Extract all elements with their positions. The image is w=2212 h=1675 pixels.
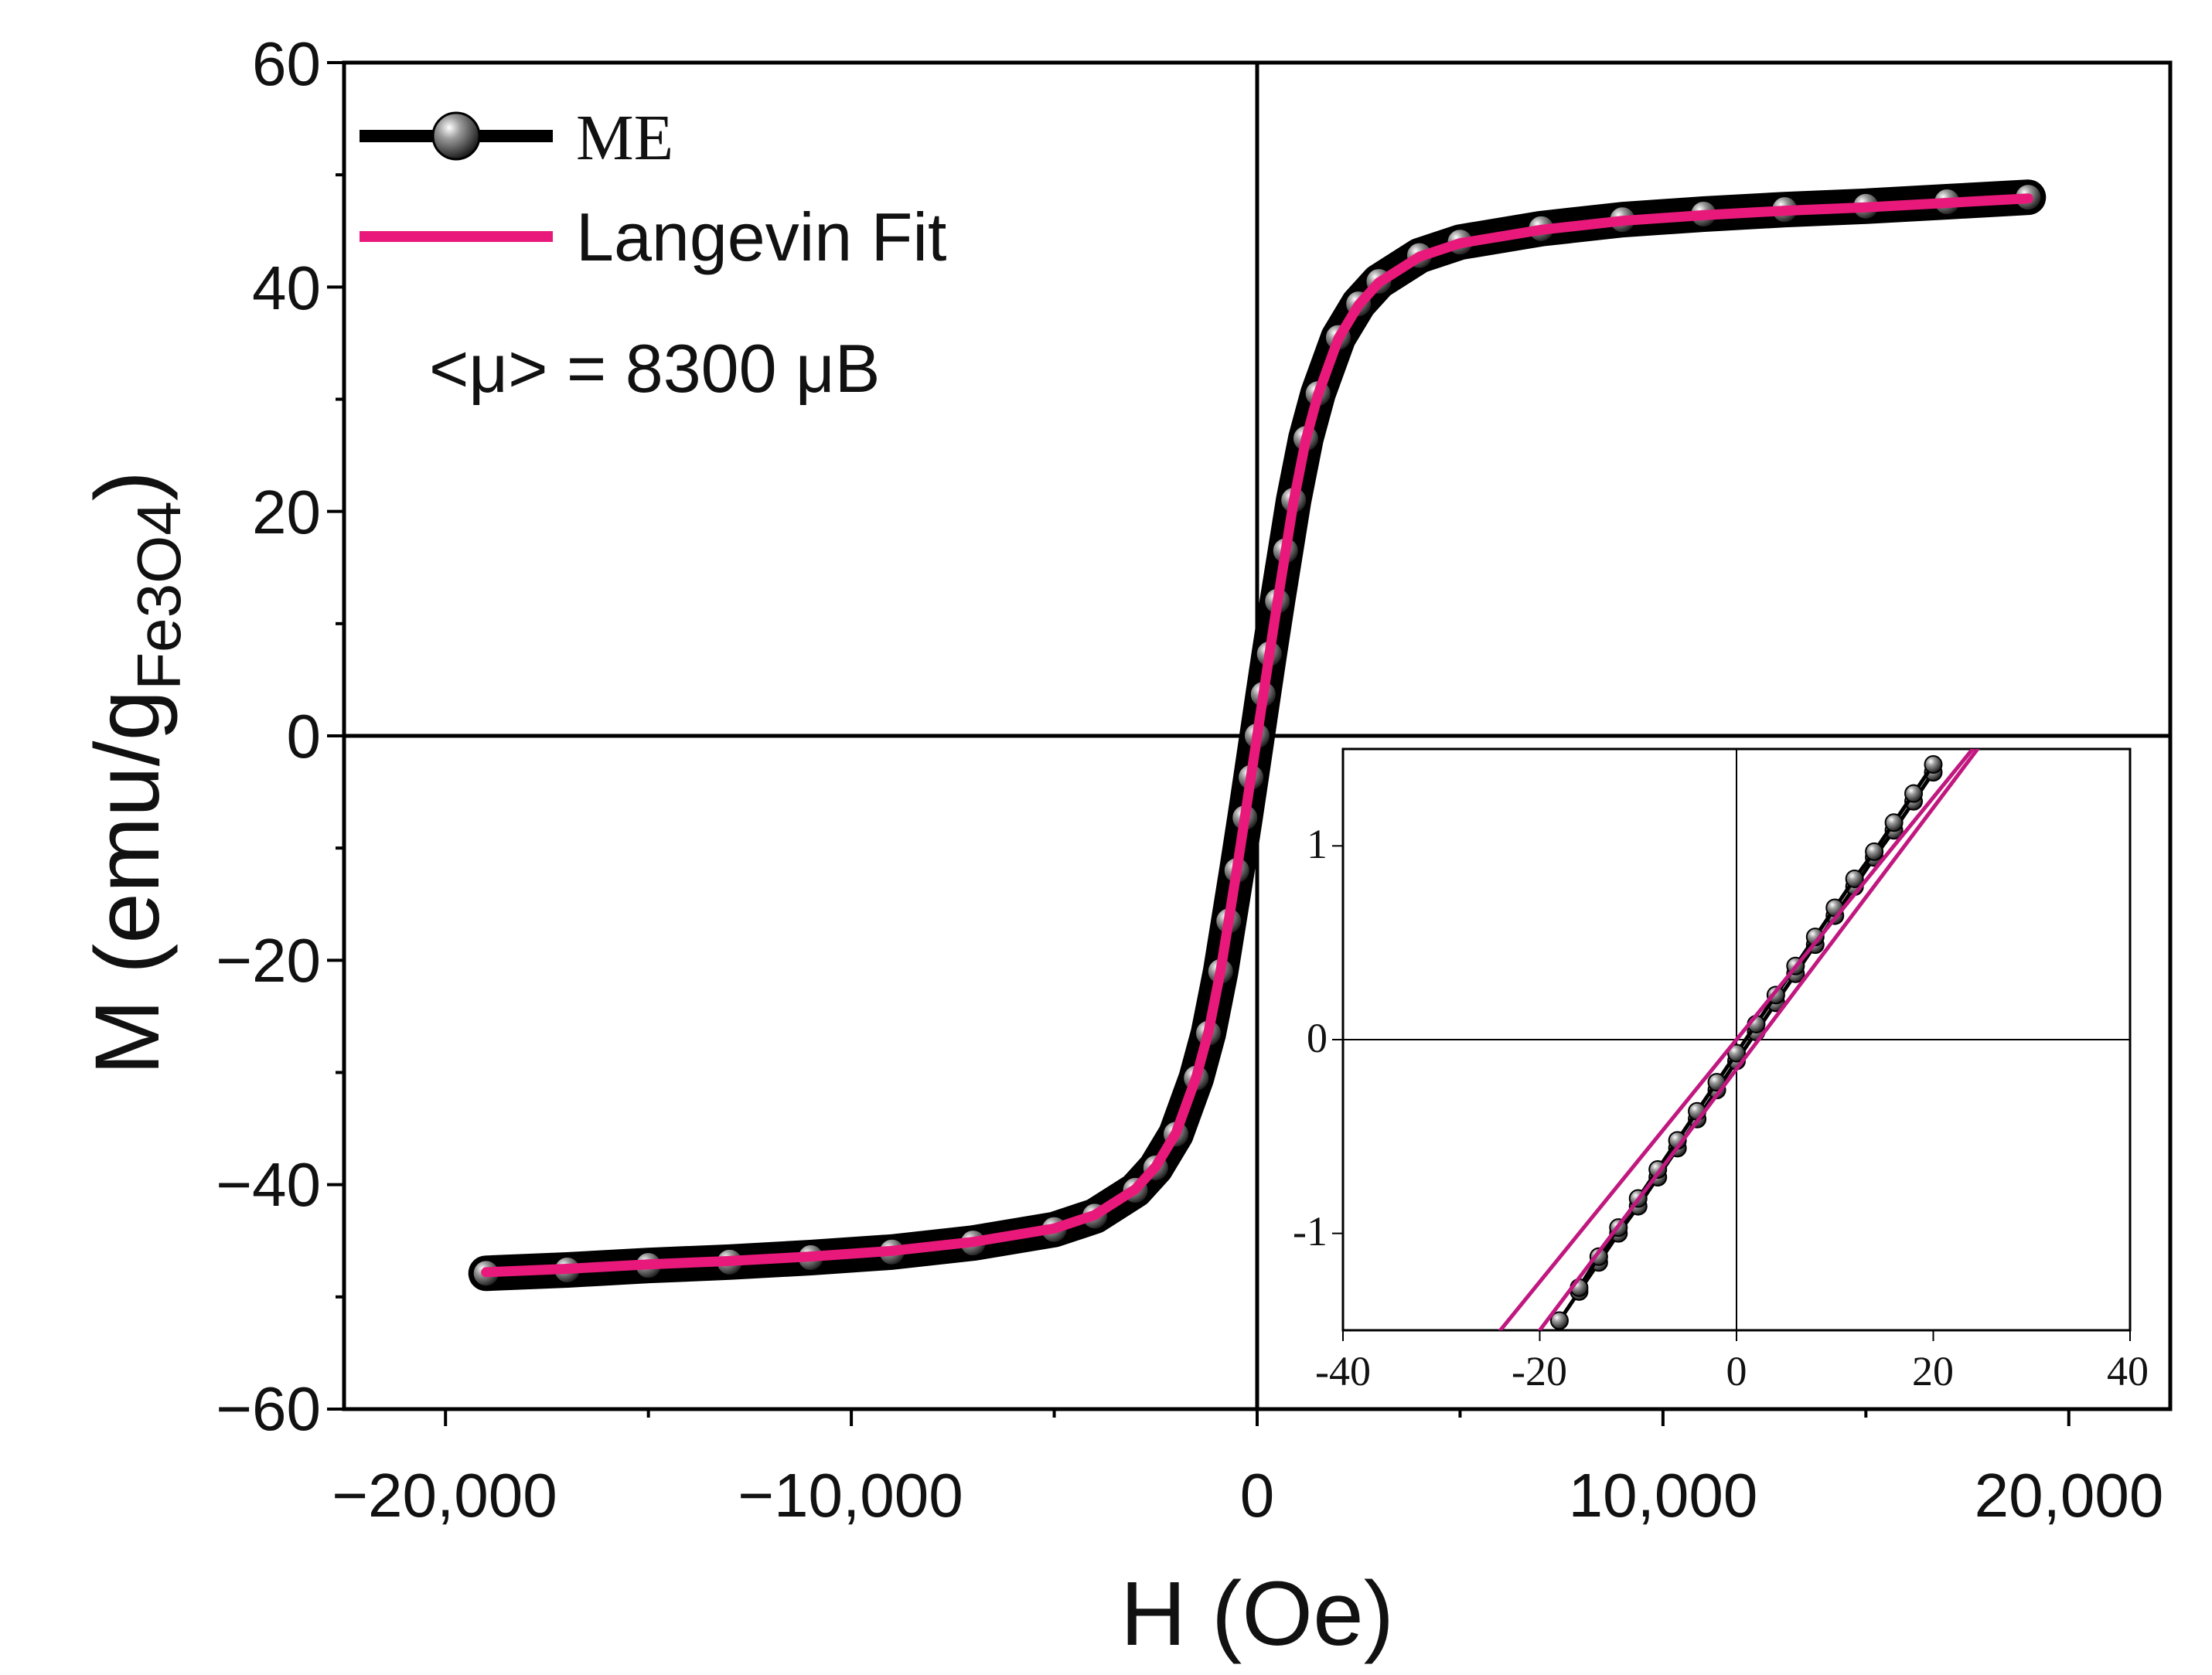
series-line-langevin-fit-return — [1538, 749, 1980, 1330]
inset-axis-ticks — [1332, 845, 2131, 1341]
inset-x-tick-labels: -40 -20 0 20 40 — [1315, 1348, 2149, 1394]
y-tick-label: −40 — [216, 1150, 321, 1219]
y-tick-label: −20 — [216, 926, 321, 995]
y-axis-title-close: ) — [77, 471, 179, 501]
y-axis-title-subscript: Fe3O4 — [124, 501, 193, 690]
inset-x-tick-label: -20 — [1512, 1348, 1567, 1394]
data-point-me-return-branch — [1589, 1247, 1608, 1266]
main-axis-ticks — [327, 61, 2071, 1426]
data-point-me-return-branch — [1924, 755, 1943, 775]
moment-annotation: <μ> = 8300 μB — [429, 330, 880, 407]
series-line-langevin-fit — [1498, 749, 1975, 1330]
data-point-me-return-branch — [1884, 813, 1904, 832]
data-point-me-return-branch — [1904, 784, 1924, 803]
legend-me-marker-icon — [431, 111, 481, 161]
y-axis-title: M (emu/gFe3O4) — [77, 471, 193, 1075]
inset-y-tick-label: 0 — [1307, 1015, 1328, 1061]
x-tick-label: −20,000 — [332, 1461, 557, 1530]
y-tick-labels: 60 40 20 0 −20 −40 −60 — [216, 29, 321, 1443]
x-tick-label: −10,000 — [738, 1461, 963, 1530]
legend-me-label: ME — [576, 102, 673, 174]
series-line-langevin-fit — [481, 193, 2033, 1278]
x-tick-label: 20,000 — [1975, 1461, 2164, 1530]
x-tick-label: 0 — [1240, 1461, 1275, 1530]
y-tick-label: 60 — [252, 29, 321, 98]
inset-x-tick-label: 0 — [1726, 1348, 1747, 1394]
inset-x-tick-label: 40 — [2107, 1348, 2149, 1394]
inset-y-tick-label: -1 — [1293, 1208, 1328, 1255]
inset-x-tick-label: 20 — [1912, 1348, 1954, 1394]
y-tick-label: 0 — [287, 702, 322, 771]
data-point-me — [1549, 1311, 1569, 1330]
x-tick-label: 10,000 — [1569, 1461, 1758, 1530]
inset-y-tick-labels: 1 0 -1 — [1293, 821, 1328, 1255]
data-point-me-return-branch — [1865, 842, 1884, 861]
data-point-me-return-branch — [1727, 1043, 1746, 1063]
data-point-me-return-branch — [1845, 869, 1864, 888]
inset-y-tick-label: 1 — [1307, 821, 1328, 867]
x-axis-title: H (Oe) — [1120, 1563, 1394, 1665]
inset-x-tick-label: -40 — [1315, 1348, 1371, 1394]
y-tick-label: 20 — [252, 478, 321, 546]
legend: ME Langevin Fit — [360, 102, 946, 275]
main-series-group — [468, 179, 2047, 1292]
legend-fit-label: Langevin Fit — [576, 199, 946, 275]
x-tick-labels: −20,000 −10,000 0 10,000 20,000 — [332, 1461, 2163, 1530]
y-tick-label: 40 — [252, 254, 321, 322]
y-tick-label: −60 — [216, 1374, 321, 1443]
y-axis-title-main: M (emu/g — [77, 690, 179, 1075]
inset-series-group — [1498, 749, 1980, 1330]
